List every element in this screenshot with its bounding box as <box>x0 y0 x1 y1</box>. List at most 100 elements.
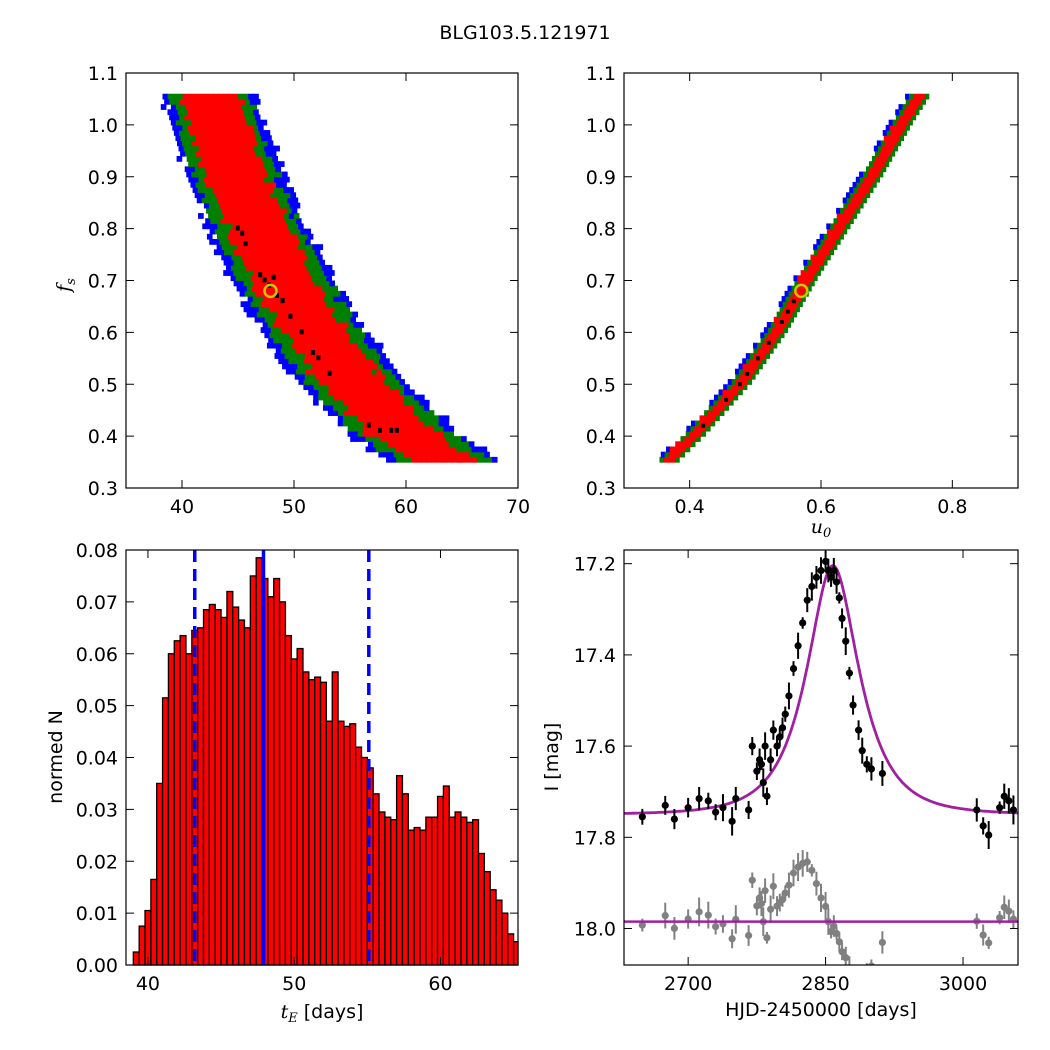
grid-cell <box>368 394 375 401</box>
grid-cell <box>213 145 220 152</box>
histogram-bar <box>267 596 275 966</box>
best-fit-marker <box>263 283 278 299</box>
grid-cell <box>365 373 371 380</box>
grid-cell <box>220 135 227 142</box>
grid-cell <box>306 301 312 308</box>
grid-cell <box>305 290 311 297</box>
grid-cell <box>258 176 265 183</box>
grid-cell <box>393 415 399 422</box>
grid-cell <box>266 285 273 292</box>
grid-cell <box>886 130 892 136</box>
grid-cell <box>238 176 245 183</box>
grid-cell <box>428 441 435 448</box>
grid-cell <box>834 223 839 230</box>
grid-cell <box>757 358 763 365</box>
grid-cell <box>175 119 182 126</box>
grid-cell <box>758 363 763 370</box>
grid-cell <box>842 197 848 204</box>
grid-cell <box>385 436 392 442</box>
grid-cell <box>837 218 842 225</box>
grid-cell <box>215 218 221 225</box>
grid-cell <box>680 451 686 458</box>
grid-cell <box>804 270 810 276</box>
grid-cell <box>285 228 291 235</box>
grid-cell <box>240 181 247 188</box>
grid-cell <box>418 441 425 448</box>
grid-cell <box>293 296 299 302</box>
residual-point <box>670 924 678 932</box>
grid-cell <box>292 197 299 204</box>
grid-cell <box>734 368 740 375</box>
residual-point <box>728 935 736 943</box>
grid-cell <box>711 410 717 416</box>
grid-cell <box>207 187 214 193</box>
grid-cell <box>302 233 309 240</box>
grid-cell <box>423 420 430 427</box>
grid-cell <box>882 130 888 136</box>
grid-cell <box>918 104 923 110</box>
grid-cell <box>770 322 776 328</box>
grid-cell <box>290 290 296 297</box>
grid-cell <box>696 436 701 442</box>
grid-cell <box>851 202 856 209</box>
grid-cell <box>801 296 806 302</box>
grid-cell <box>249 239 256 245</box>
grid-cell <box>374 379 380 385</box>
grid-cell <box>436 446 442 453</box>
grid-cell <box>206 233 213 240</box>
grid-cell <box>204 98 211 105</box>
grid-cell <box>807 259 812 266</box>
grid-cell <box>216 171 223 178</box>
grid-cell <box>428 420 435 427</box>
grid-cell <box>313 270 320 276</box>
grid-cell <box>433 451 440 458</box>
grid-cell <box>263 161 270 167</box>
grid-cell <box>296 301 302 308</box>
grid-cell <box>223 145 230 152</box>
data-point <box>684 804 692 812</box>
grid-cell <box>296 275 302 282</box>
grid-cell <box>906 104 911 110</box>
grid-cell <box>179 114 185 121</box>
grid-cell <box>229 228 236 235</box>
grid-cell <box>845 223 851 230</box>
grid-cell <box>300 228 307 235</box>
grid-cell <box>301 264 308 271</box>
grid-cell <box>278 213 285 219</box>
grid-cell <box>247 296 254 302</box>
grid-cell <box>920 93 926 100</box>
grid-cell <box>456 446 462 453</box>
grid-cell <box>214 166 221 173</box>
grid-cell <box>253 93 259 100</box>
grid-cell <box>244 98 251 105</box>
grid-cell <box>274 145 280 152</box>
grid-cell <box>288 337 294 344</box>
grid-cell <box>298 358 305 365</box>
grid-cell <box>338 384 345 391</box>
grid-cell <box>308 358 315 365</box>
grid-cell <box>827 233 833 240</box>
grid-cell <box>892 119 898 126</box>
grid-cell <box>329 373 336 380</box>
grid-cell <box>250 181 257 188</box>
data-point <box>832 578 841 586</box>
histogram-bar <box>278 601 287 966</box>
grid-cell <box>265 275 272 282</box>
grid-cell <box>220 218 226 225</box>
grid-cell <box>224 249 230 256</box>
grid-cell <box>738 368 744 375</box>
grid-cell <box>253 109 259 116</box>
grid-cell <box>185 104 192 110</box>
grid-cell <box>245 192 251 199</box>
grid-cell <box>254 249 260 256</box>
grid-cell <box>774 322 780 328</box>
grid-cell <box>884 161 890 167</box>
grid-cell <box>230 181 237 188</box>
grid-cell <box>803 264 809 271</box>
grid-cell <box>206 171 213 178</box>
best-sample <box>766 340 771 345</box>
grid-cell <box>868 187 874 193</box>
grid-cell <box>353 384 360 391</box>
grid-cell <box>346 327 352 333</box>
grid-cell <box>220 150 227 157</box>
